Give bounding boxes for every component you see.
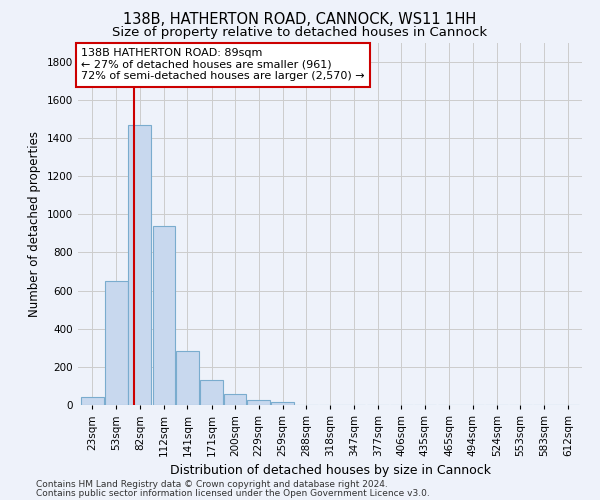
- Bar: [200, 380, 223, 405]
- Text: 138B HATHERTON ROAD: 89sqm
← 27% of detached houses are smaller (961)
72% of sem: 138B HATHERTON ROAD: 89sqm ← 27% of deta…: [81, 48, 365, 82]
- Text: 138B, HATHERTON ROAD, CANNOCK, WS11 1HH: 138B, HATHERTON ROAD, CANNOCK, WS11 1HH: [124, 12, 476, 28]
- Bar: [105, 281, 128, 405]
- Text: Contains public sector information licensed under the Open Government Licence v3: Contains public sector information licen…: [36, 489, 430, 498]
- Bar: [81, 398, 104, 405]
- Bar: [247, 400, 270, 405]
- Y-axis label: Number of detached properties: Number of detached properties: [28, 130, 41, 317]
- X-axis label: Distribution of detached houses by size in Cannock: Distribution of detached houses by size …: [170, 464, 491, 477]
- Text: Contains HM Land Registry data © Crown copyright and database right 2024.: Contains HM Land Registry data © Crown c…: [36, 480, 388, 489]
- Bar: [224, 394, 247, 405]
- Text: Size of property relative to detached houses in Cannock: Size of property relative to detached ho…: [112, 26, 488, 39]
- Bar: [128, 124, 151, 405]
- Bar: [176, 350, 199, 405]
- Bar: [152, 226, 175, 405]
- Bar: [271, 402, 294, 405]
